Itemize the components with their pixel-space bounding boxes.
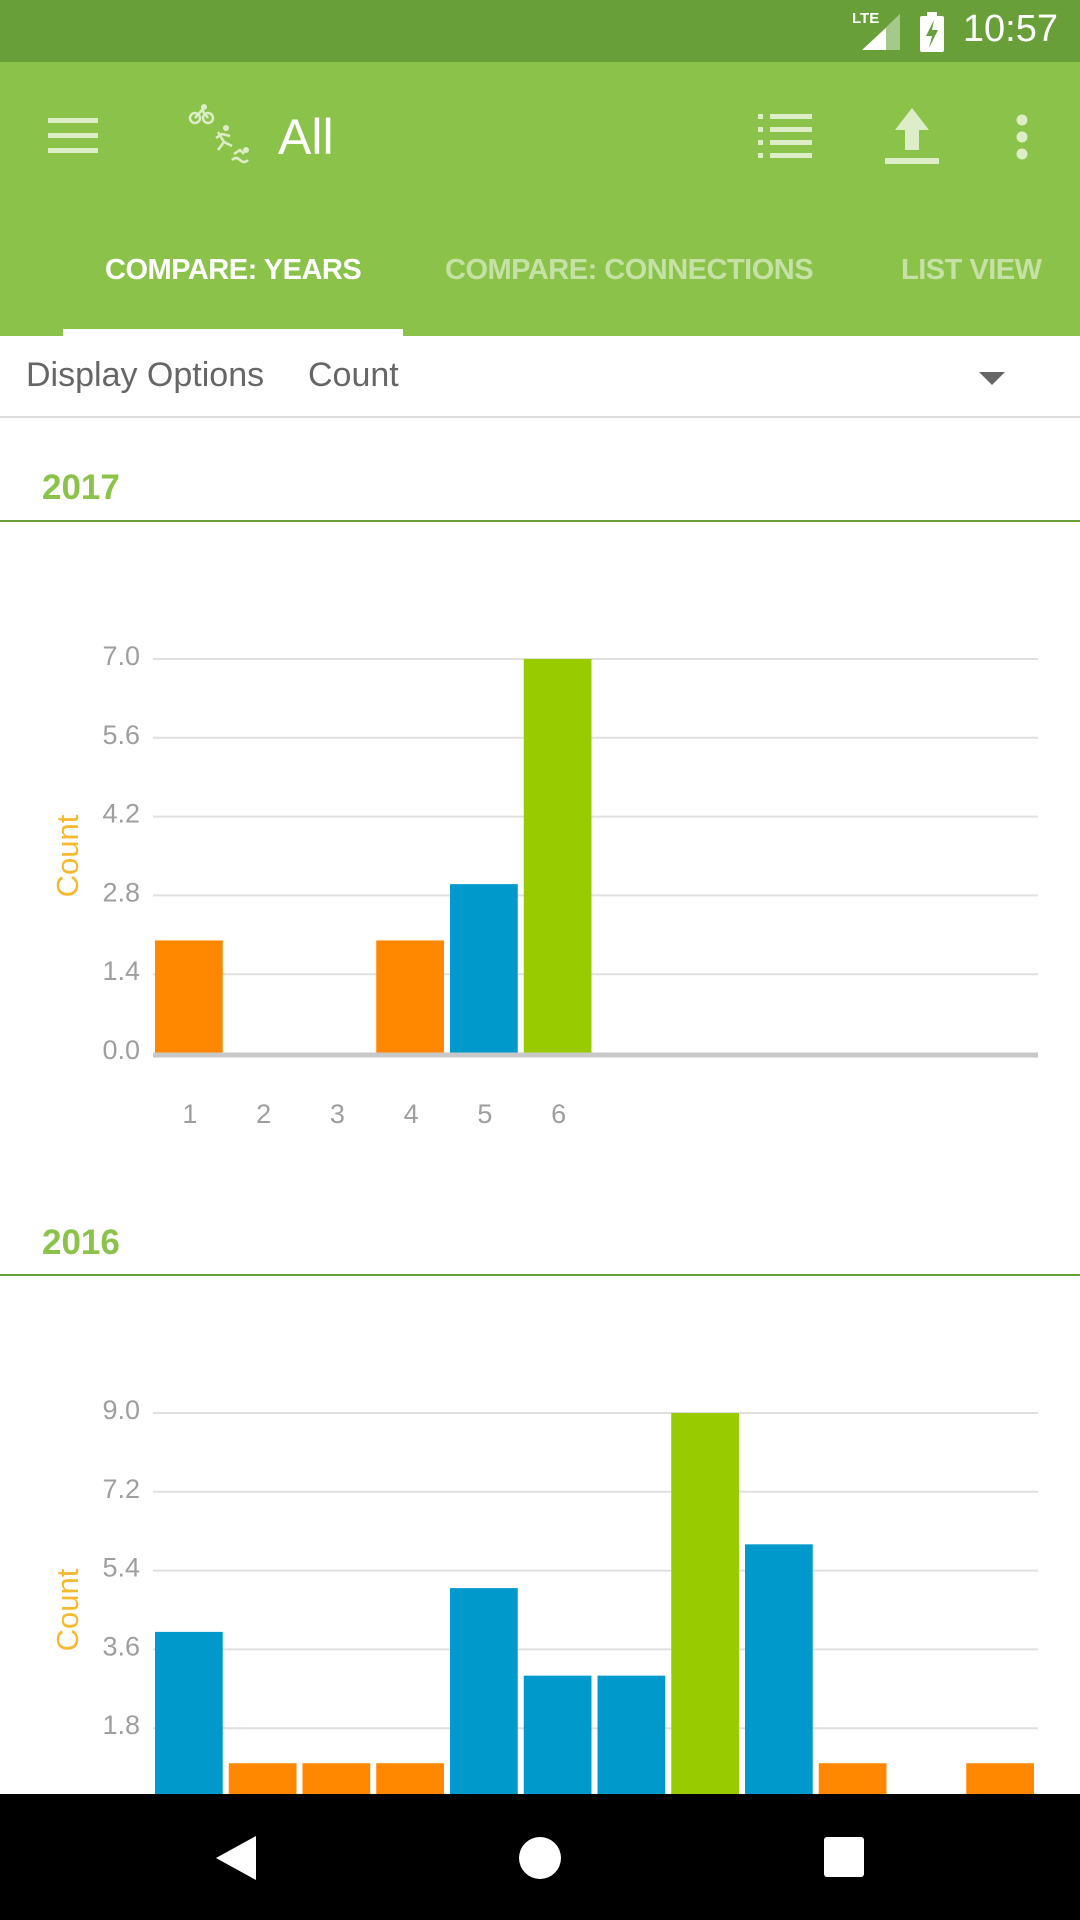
divider (0, 520, 1080, 522)
bar (450, 884, 518, 1053)
bar (745, 1544, 813, 1807)
battery-charging-icon (920, 12, 944, 52)
display-options-value: Count (308, 356, 399, 394)
active-tab-indicator (63, 329, 403, 336)
year-header-2016: 2016 (42, 1223, 120, 1262)
back-icon[interactable] (216, 1836, 256, 1880)
triathlon-icon (188, 104, 249, 164)
display-options-dropdown[interactable]: Display Options Count (0, 336, 1080, 418)
y-tick-label: 9.0 (102, 1395, 140, 1425)
y-tick-label: 7.0 (102, 641, 140, 671)
recents-icon[interactable] (824, 1837, 864, 1877)
x-tick-label: 6 (551, 1099, 566, 1129)
y-tick-label: 0.0 (102, 1035, 140, 1065)
divider (0, 1274, 1080, 1276)
app-bar: All › COMPARE: YEARS COMPARE: CONNECTION… (0, 62, 1080, 336)
bar (671, 1413, 739, 1807)
tab-compare-years[interactable]: COMPARE: YEARS (105, 254, 362, 286)
x-tick-label: 2 (256, 1099, 271, 1129)
status-bar: LTE 10:57 (0, 0, 1080, 62)
y-tick-label: 5.6 (102, 720, 140, 750)
more-vert-icon[interactable] (1014, 114, 1030, 160)
x-tick-label: 1 (182, 1099, 197, 1129)
y-tick-label: 1.4 (102, 956, 140, 986)
navigation-bar (0, 1794, 1080, 1920)
y-tick-label: 7.2 (102, 1474, 140, 1504)
year-header-2017: 2017 (42, 468, 120, 507)
list-icon[interactable] (758, 114, 812, 158)
x-tick-label: 3 (330, 1099, 345, 1129)
bar (523, 1675, 592, 1807)
menu-icon[interactable] (48, 118, 98, 154)
clock: 10:57 (962, 8, 1058, 50)
page-title: All (278, 109, 334, 165)
tab-compare-connections[interactable]: COMPARE: CONNECTIONS (445, 254, 814, 286)
upload-icon[interactable] (885, 108, 939, 166)
x-tick-label: 5 (477, 1099, 492, 1129)
y-tick-label: 4.2 (102, 799, 140, 829)
display-options-label: Display Options (26, 356, 265, 394)
signal-icon (862, 14, 900, 50)
y-tick-label: 5.4 (102, 1553, 140, 1583)
bar (523, 659, 592, 1053)
bar (155, 940, 223, 1053)
bar (155, 1631, 223, 1807)
bar (376, 940, 444, 1053)
bar (450, 1588, 518, 1807)
dropdown-arrow-icon[interactable] (979, 372, 1005, 385)
y-axis-label: Count (50, 1568, 85, 1651)
x-tick-label: 4 (404, 1099, 419, 1129)
chart-2017: 0.0 1.4 2.8 4.2 5.6 7.0 Count 1 2 3 4 5 6 (50, 641, 1038, 1129)
y-tick-label: 2.8 (102, 877, 140, 907)
home-icon[interactable] (518, 1836, 562, 1880)
tab-list-view[interactable]: LIST VIEW (901, 254, 1042, 286)
y-tick-label: 1.8 (102, 1710, 140, 1740)
y-axis-label: Count (50, 814, 85, 897)
y-tick-label: 3.6 (102, 1631, 140, 1661)
network-label: LTE (852, 10, 880, 27)
bar (597, 1675, 666, 1807)
